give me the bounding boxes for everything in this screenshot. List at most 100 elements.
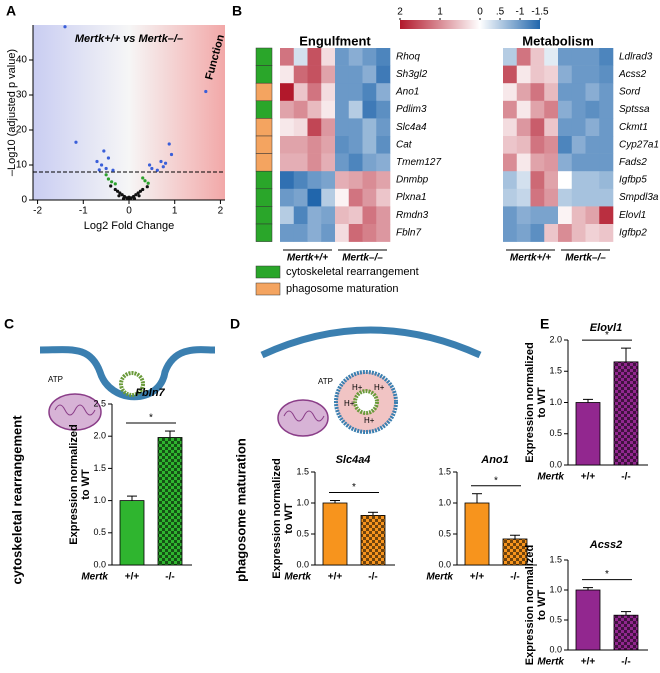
- y-tick-label: 0.5: [438, 528, 451, 538]
- heatmap-cell: [362, 188, 377, 207]
- y-tick-label: 0.0: [549, 644, 562, 654]
- row-label: Igfbp5: [619, 175, 647, 186]
- heatmap-cell: [335, 188, 350, 207]
- y-axis-label: Expression normalized: [524, 545, 536, 665]
- function-cell: [255, 188, 273, 207]
- y-axis-label: to WT: [283, 503, 295, 534]
- colorbar-tick-label: 2: [397, 7, 403, 18]
- heatmap-cell: [293, 224, 308, 242]
- point: [204, 89, 208, 94]
- row-label: Cyp27a1: [619, 139, 659, 150]
- y-tick-label: 2.5: [93, 398, 106, 408]
- heatmap-cell: [280, 206, 295, 225]
- significance-label: *: [149, 413, 153, 424]
- heatmap-cell: [335, 100, 350, 119]
- heatmap-cell: [503, 224, 518, 242]
- heatmap-cell: [558, 206, 573, 225]
- side-label: cytoskeletal rearrangement: [9, 415, 24, 585]
- y-tick-label: 1.0: [296, 497, 309, 507]
- point: [120, 193, 124, 197]
- heatmap-cell: [362, 48, 377, 66]
- heatmap-cell: [376, 48, 391, 66]
- y-tick-label: 1.5: [549, 366, 562, 376]
- heatmap-cell: [571, 224, 586, 242]
- heatmap-cell: [516, 171, 531, 190]
- heatmap-cell: [335, 206, 350, 225]
- heatmap-cell: [362, 153, 377, 172]
- point: [155, 168, 159, 172]
- x-tick-label: +/+: [125, 572, 140, 583]
- heatmap-cell: [544, 83, 559, 102]
- heatmap-cell: [335, 224, 350, 242]
- heatmap-cell: [599, 224, 614, 242]
- point: [113, 187, 117, 192]
- heatmap-cell: [307, 65, 322, 84]
- point: [134, 193, 138, 197]
- y-tick-label: 0.5: [93, 527, 106, 537]
- heatmap-cell: [280, 153, 295, 172]
- heatmap-cell: [321, 118, 336, 137]
- diagram-label: ATP: [48, 375, 63, 384]
- heatmap-cell: [307, 100, 322, 119]
- significance-label: *: [605, 569, 609, 580]
- heatmap-cell: [503, 83, 518, 102]
- point: [63, 25, 67, 29]
- row-label: Acss2: [618, 69, 647, 80]
- heatmap-cell: [362, 65, 377, 84]
- phagosome: [353, 389, 379, 415]
- heatmap-cell: [530, 153, 545, 172]
- heatmap-cell: [293, 48, 308, 66]
- legend-label: phagosome maturation: [286, 283, 399, 295]
- point: [113, 182, 117, 186]
- heatmap-cell: [293, 100, 308, 119]
- heatmap-cell: [571, 83, 586, 102]
- point: [95, 159, 99, 164]
- heatmap-cell: [599, 136, 614, 154]
- heatmap-cell: [530, 188, 545, 207]
- heatmap-cell: [571, 100, 586, 119]
- heatmap-cell: [307, 171, 322, 190]
- heatmap-cell: [599, 100, 614, 119]
- y-tick-label: 2.0: [93, 431, 106, 441]
- heatmap-cell: [348, 171, 363, 190]
- mitochondrion: [48, 393, 102, 431]
- heatmap-cell: [585, 171, 600, 190]
- heatmap-cell: [558, 65, 573, 84]
- x-tick-label: 2: [218, 206, 224, 217]
- heatmap-cell: [585, 118, 600, 137]
- point: [110, 180, 114, 184]
- bar: [360, 515, 386, 566]
- group-label: Mertk–/–: [565, 253, 606, 264]
- x-tick-label: -/-: [510, 572, 519, 583]
- heatmap-cell: [348, 188, 363, 207]
- heatmap-cell: [558, 118, 573, 137]
- heatmap-cell: [335, 83, 350, 102]
- significance-label: *: [494, 475, 498, 486]
- diagram-label: H+: [344, 399, 355, 408]
- y-tick-label: 0.5: [549, 428, 562, 438]
- heatmap-cell: [293, 118, 308, 137]
- row-label: Sptssa: [619, 104, 650, 115]
- heatmap-cell: [571, 136, 586, 154]
- heatmap-cell: [307, 188, 322, 207]
- heatmap-cell: [558, 171, 573, 190]
- row-label: Cat: [396, 139, 413, 150]
- heatmap-cell: [280, 65, 295, 84]
- heatmap-cell: [571, 48, 586, 66]
- heatmap-cell: [516, 48, 531, 66]
- heatmap-cell: [558, 83, 573, 102]
- heatmap-cell: [293, 83, 308, 102]
- heatmap-cell: [585, 136, 600, 154]
- function-cell: [255, 100, 273, 119]
- diagram-label: H+: [364, 416, 375, 425]
- heatmap-cell: [293, 188, 308, 207]
- heatmap-cell: [321, 224, 336, 242]
- heatmap-cell: [544, 171, 559, 190]
- point: [146, 181, 150, 185]
- heatmap-title: Engulfment: [299, 33, 371, 48]
- heatmap-cell: [571, 118, 586, 137]
- x-tick-label: +/+: [328, 572, 343, 583]
- heatmap-cell: [348, 83, 363, 102]
- x-axis-label: Mertk: [284, 572, 311, 583]
